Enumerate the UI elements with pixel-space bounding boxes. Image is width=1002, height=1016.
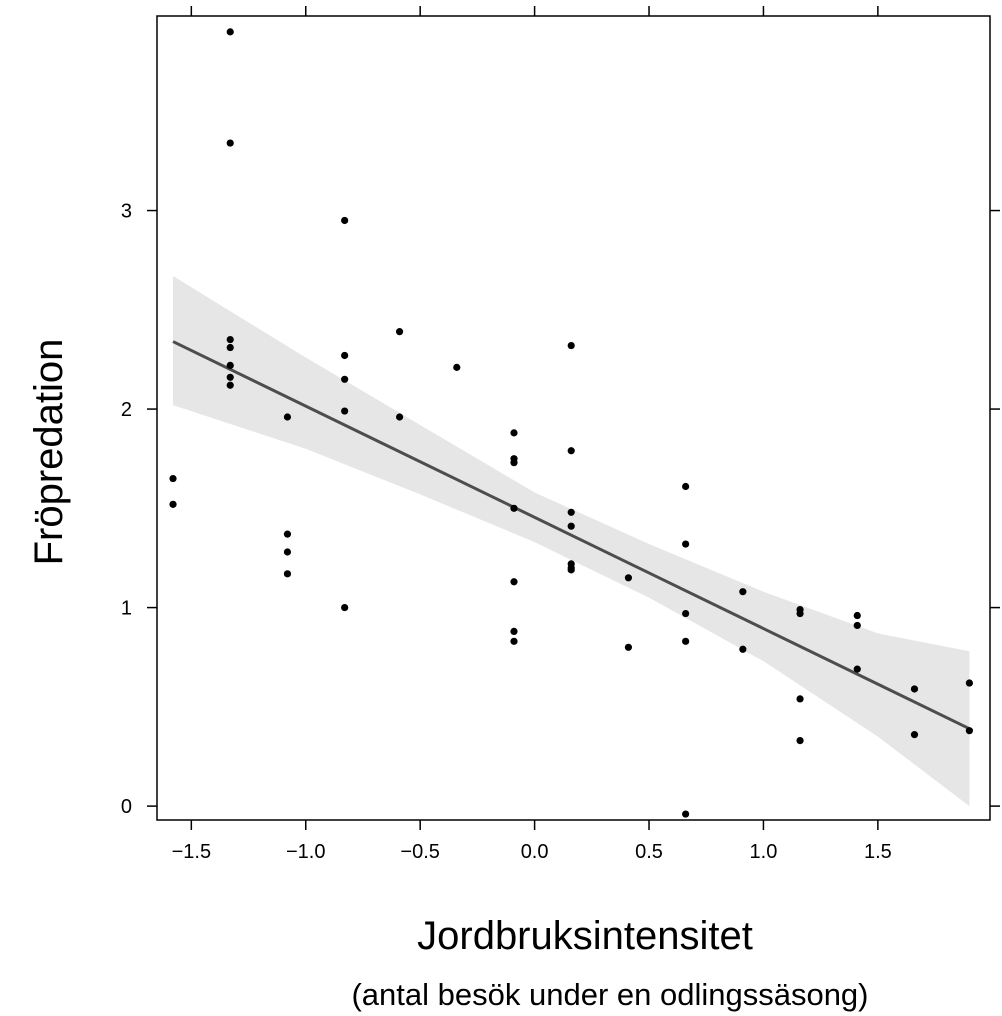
data-point	[510, 504, 518, 512]
data-point	[682, 540, 690, 548]
x-tick-label: −0.5	[400, 841, 439, 863]
y-tick-label: 3	[121, 201, 132, 223]
x-axis-subtitle: (antal besök under en odlingssäsong)	[351, 977, 868, 1012]
data-point	[965, 727, 974, 735]
data-point	[567, 522, 575, 530]
x-tick-label: −1.5	[172, 841, 211, 863]
y-tick-label: 2	[121, 399, 132, 421]
x-tick-label: 0.0	[521, 841, 549, 863]
y-tick-label: 1	[121, 598, 132, 620]
data-point	[226, 381, 234, 389]
data-point	[510, 627, 518, 636]
data-point	[510, 637, 518, 645]
data-point	[682, 609, 690, 618]
data-point	[853, 621, 861, 630]
plot-frame	[156, 15, 991, 821]
x-axis-title: Jordbruksintensitet	[417, 914, 753, 958]
y-axis-title: Fröpredation	[27, 339, 71, 566]
data-point	[682, 482, 690, 491]
x-tick-label: −1.0	[286, 841, 325, 863]
data-point	[567, 508, 575, 516]
regression-line	[172, 340, 971, 731]
data-point	[283, 548, 292, 556]
data-point	[567, 447, 575, 455]
data-point	[341, 375, 349, 383]
data-point	[453, 363, 461, 371]
data-point	[796, 609, 804, 618]
data-point	[395, 413, 404, 421]
data-point	[965, 679, 974, 687]
data-point	[341, 603, 349, 612]
points-layer	[169, 28, 974, 818]
data-point	[510, 578, 518, 586]
data-point	[682, 810, 690, 818]
x-axis: −1.5 −1.0 −0.5 0.0 0.5 1.0 1.5	[172, 6, 892, 863]
data-point	[395, 328, 404, 336]
confidence-band	[173, 276, 970, 807]
data-point	[226, 373, 234, 381]
data-point	[739, 645, 747, 653]
data-point	[910, 731, 919, 739]
data-point	[169, 500, 177, 508]
data-point	[283, 530, 292, 538]
data-point	[341, 216, 349, 225]
x-tick-label: 1.0	[750, 841, 778, 863]
data-point	[567, 566, 575, 574]
data-point	[226, 343, 234, 352]
data-point	[283, 570, 292, 578]
data-point	[226, 361, 234, 369]
data-point	[682, 637, 690, 645]
data-point	[796, 695, 804, 703]
data-point	[341, 351, 349, 360]
x-tick-label: 1.5	[864, 841, 892, 863]
x-tick-label: 0.5	[635, 841, 663, 863]
data-point	[853, 611, 861, 620]
data-point	[567, 341, 575, 350]
data-point	[283, 413, 292, 421]
y-tick-label: 0	[121, 796, 132, 818]
data-point	[510, 429, 518, 437]
data-point	[226, 139, 234, 147]
data-point	[739, 588, 747, 596]
data-point	[226, 28, 234, 36]
fit-line-layer	[172, 340, 971, 731]
data-point	[226, 335, 234, 344]
data-point	[624, 574, 633, 582]
data-point	[853, 665, 861, 673]
data-point	[169, 474, 177, 483]
data-point	[624, 643, 633, 651]
data-point	[796, 736, 804, 745]
y-axis: 0 1 2 3	[121, 201, 1000, 818]
data-point	[510, 459, 518, 467]
data-point	[341, 407, 349, 415]
data-point	[910, 685, 919, 693]
confidence-band-layer	[173, 276, 970, 807]
